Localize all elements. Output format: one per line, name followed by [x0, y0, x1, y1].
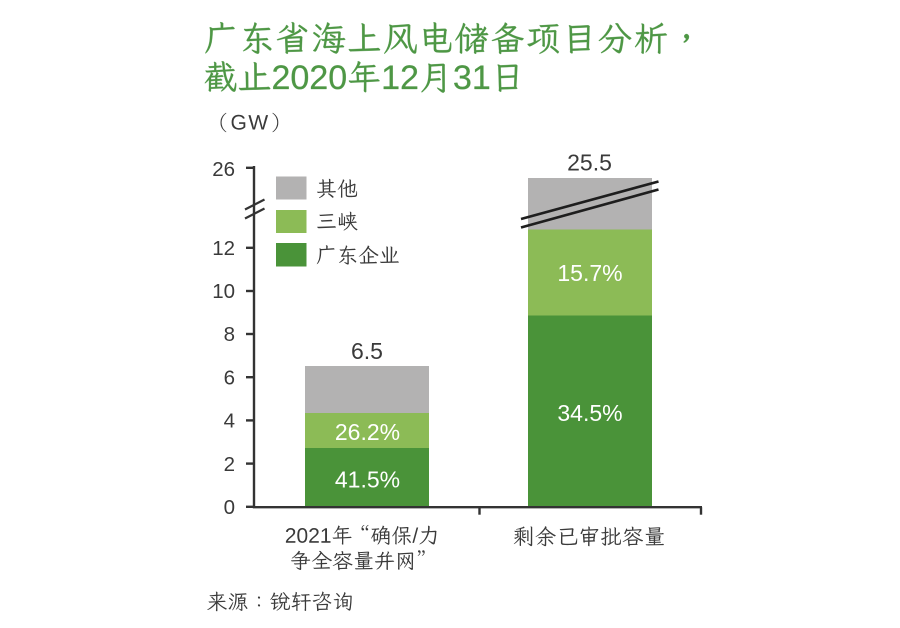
- svg-text:10: 10: [212, 280, 235, 303]
- svg-text:26.2%: 26.2%: [335, 419, 400, 445]
- svg-text:25.5: 25.5: [567, 149, 612, 175]
- svg-text:12: 12: [212, 237, 235, 260]
- svg-text:2: 2: [224, 453, 235, 476]
- svg-text:34.5%: 34.5%: [557, 400, 622, 426]
- svg-text:4: 4: [224, 410, 235, 433]
- svg-text:6: 6: [224, 366, 235, 389]
- svg-text:26: 26: [212, 158, 235, 181]
- svg-text:15.7%: 15.7%: [557, 260, 622, 286]
- svg-text:0: 0: [224, 496, 235, 519]
- svg-text:6.5: 6.5: [351, 338, 383, 364]
- svg-text:41.5%: 41.5%: [335, 466, 400, 492]
- svg-text:8: 8: [224, 323, 235, 346]
